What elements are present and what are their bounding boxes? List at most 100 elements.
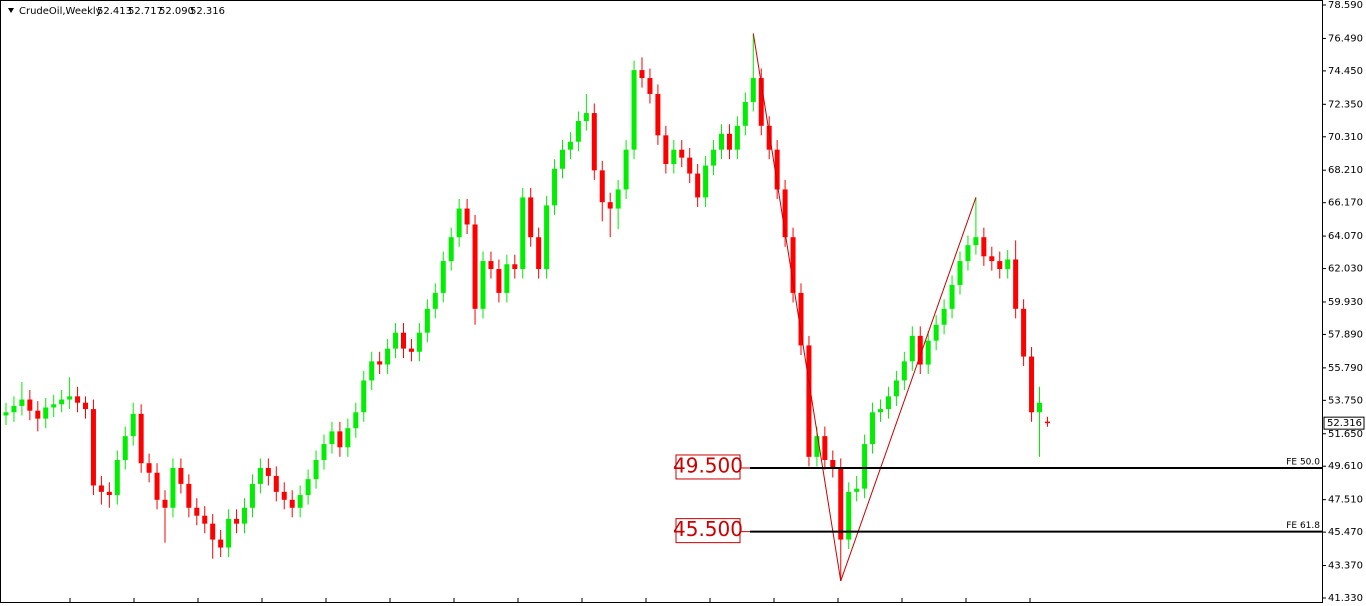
candle-body bbox=[838, 467, 844, 540]
level-label: 49.500 bbox=[673, 453, 743, 477]
candle-body bbox=[273, 475, 279, 492]
y-tick-label: 57.890 bbox=[1328, 329, 1363, 340]
quote-low: 52.090 bbox=[159, 6, 194, 17]
level-box bbox=[675, 454, 741, 480]
candle-body bbox=[552, 168, 558, 206]
y-tick-label: 64.070 bbox=[1328, 231, 1363, 242]
candle-body bbox=[496, 269, 502, 293]
candle-body bbox=[472, 224, 478, 309]
candle-body bbox=[353, 412, 359, 429]
candle-body bbox=[997, 261, 1003, 270]
candle-body bbox=[679, 149, 685, 158]
y-tick-label: 43.370 bbox=[1328, 561, 1363, 572]
candle-body bbox=[281, 491, 287, 500]
candle-body bbox=[19, 399, 25, 406]
candle-body bbox=[806, 345, 812, 457]
candle-body bbox=[909, 335, 915, 362]
candle-body bbox=[90, 409, 96, 486]
candle-body bbox=[218, 539, 224, 548]
candle-body bbox=[83, 402, 88, 410]
candle-body bbox=[631, 70, 637, 150]
candle-body bbox=[265, 467, 271, 476]
candle-body bbox=[933, 324, 939, 341]
candle-body bbox=[782, 189, 788, 238]
candle-body bbox=[957, 261, 963, 285]
plot-frame bbox=[0, 0, 1323, 603]
last-price-label: 52.316 bbox=[1327, 418, 1362, 429]
candle-body bbox=[655, 93, 661, 136]
candle-body bbox=[901, 361, 907, 381]
candle-body bbox=[51, 404, 57, 408]
candle-body bbox=[122, 436, 128, 461]
y-tick-label: 62.030 bbox=[1328, 264, 1363, 275]
candle-body bbox=[520, 197, 526, 270]
candle-body bbox=[893, 380, 899, 397]
candle-body bbox=[130, 413, 136, 437]
candle-body bbox=[242, 507, 247, 524]
candle-body bbox=[27, 399, 33, 411]
candle-body bbox=[1037, 402, 1042, 413]
candle-body bbox=[59, 399, 65, 405]
candle-body bbox=[416, 332, 422, 352]
candle-body bbox=[560, 149, 565, 169]
candle-body bbox=[106, 491, 112, 496]
candle-body bbox=[544, 205, 550, 270]
candle-body bbox=[480, 261, 486, 309]
y-tick-label: 41.330 bbox=[1328, 593, 1363, 604]
candle-body bbox=[965, 245, 971, 262]
candle-body bbox=[43, 407, 49, 419]
candle-body bbox=[599, 170, 605, 203]
candle-body bbox=[719, 133, 724, 150]
candle-body bbox=[377, 361, 383, 365]
y-tick-label: 47.510 bbox=[1328, 495, 1363, 506]
candle-body bbox=[583, 113, 589, 122]
candle-body bbox=[249, 483, 255, 508]
candle-body bbox=[758, 78, 764, 126]
candle-body bbox=[75, 396, 81, 403]
candle-body bbox=[1013, 259, 1019, 309]
candle-body bbox=[178, 467, 184, 484]
candle-body bbox=[321, 444, 327, 461]
candle-body bbox=[488, 261, 494, 270]
y-tick-label: 53.750 bbox=[1328, 395, 1363, 406]
candle-body bbox=[766, 125, 772, 150]
quote-close: 52.316 bbox=[190, 6, 225, 17]
candle-body bbox=[615, 189, 621, 209]
last-price-box bbox=[1323, 416, 1365, 430]
candle-body bbox=[393, 332, 399, 349]
candle-body bbox=[536, 237, 542, 270]
candle-body bbox=[973, 237, 979, 246]
candle-body bbox=[981, 237, 987, 257]
candle-body bbox=[989, 256, 995, 262]
candle-body bbox=[424, 308, 430, 333]
candle-body bbox=[798, 292, 804, 346]
candle-body bbox=[345, 428, 351, 448]
candle-body bbox=[504, 264, 510, 293]
candle-body bbox=[575, 121, 581, 142]
candle-body bbox=[1029, 356, 1035, 413]
candle-body bbox=[949, 284, 955, 309]
y-tick-label: 66.170 bbox=[1328, 198, 1363, 209]
candle-body bbox=[750, 78, 756, 102]
candle-body bbox=[432, 292, 438, 309]
candle-body bbox=[671, 149, 677, 164]
candle-body bbox=[11, 405, 17, 413]
candle-body bbox=[162, 499, 168, 508]
candle-body bbox=[289, 499, 295, 508]
y-tick-label: 72.350 bbox=[1328, 99, 1363, 110]
candle-body bbox=[329, 431, 335, 445]
candle-body bbox=[647, 78, 653, 94]
candle-body bbox=[114, 460, 120, 496]
candle-body bbox=[591, 113, 597, 171]
candle-body bbox=[297, 495, 303, 508]
y-tick-label: 49.610 bbox=[1328, 461, 1363, 472]
menu-triangle[interactable] bbox=[8, 8, 14, 13]
candle-body bbox=[1005, 259, 1011, 270]
candle-body bbox=[146, 463, 152, 473]
candle-body bbox=[67, 396, 73, 400]
candle-body bbox=[337, 431, 343, 448]
level-box bbox=[675, 518, 741, 544]
candle-body bbox=[194, 507, 200, 516]
level-tag: FE 50.0 bbox=[1286, 457, 1320, 467]
